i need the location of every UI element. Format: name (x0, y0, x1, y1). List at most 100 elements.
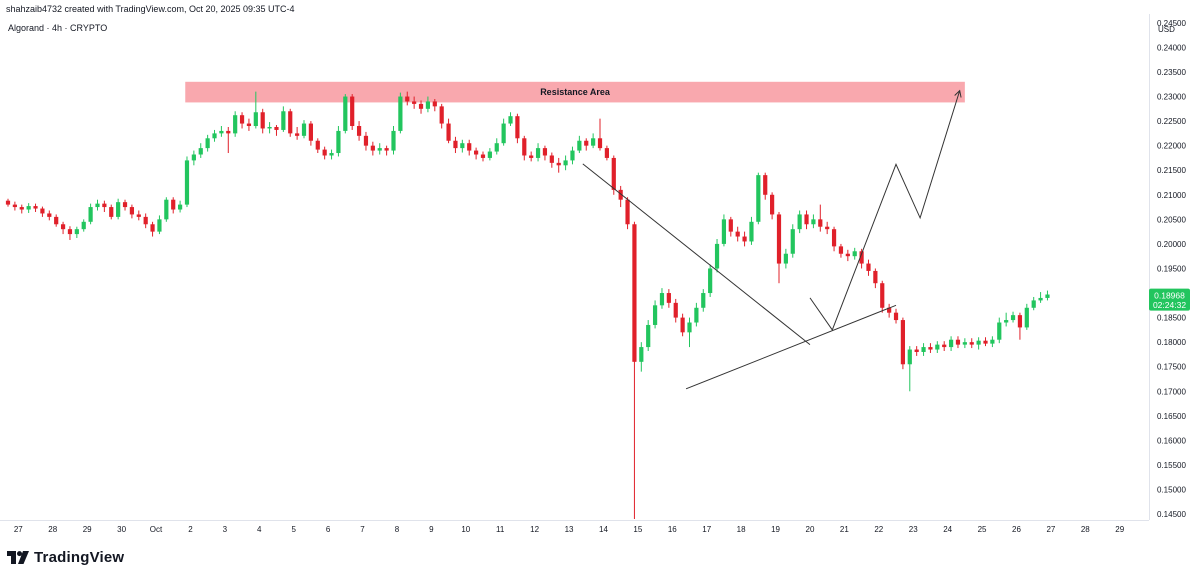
candle-down (873, 268, 878, 289)
bar-countdown-label: 02:24:32 (1153, 300, 1186, 310)
candle-up (652, 300, 658, 329)
descending-resistance-line (582, 163, 811, 346)
currency-label[interactable]: USD (1158, 25, 1175, 34)
candle-down (480, 151, 486, 162)
candle-body (893, 312, 899, 321)
current-price-label: 0.18968 (1154, 291, 1185, 301)
candle-up (708, 264, 713, 297)
candle-down (735, 226, 740, 242)
candle-down (384, 145, 389, 156)
candle-up (267, 122, 272, 134)
drawings (582, 89, 962, 390)
time-tick-label: 8 (395, 525, 400, 534)
price-tick-label: 0.16000 (1157, 436, 1186, 445)
candle-up (1024, 303, 1029, 330)
candle-body (694, 307, 699, 323)
time-tick-label: 9 (429, 525, 434, 534)
candle-up (976, 337, 981, 350)
candle-down (728, 216, 733, 237)
candle-body (831, 229, 837, 247)
candle-body (859, 251, 864, 264)
candle-body (508, 116, 513, 124)
candle-body (900, 320, 906, 365)
tradingview-logo-icon (7, 550, 29, 564)
candle-body (825, 226, 830, 230)
price-tick-label: 0.22500 (1157, 117, 1186, 126)
candle-body (797, 214, 802, 230)
candle-up (1010, 311, 1016, 323)
time-axis: 27 28 29 30 Oct 2 3 4 5 6 7 8 9 10 11 12 13 14 15 16 17 18 19 2… (14, 525, 1125, 534)
candle-up (570, 146, 575, 165)
candle-down (67, 226, 73, 240)
price-tick-label: 0.20500 (1157, 215, 1186, 224)
candle-down (350, 94, 355, 130)
candle-body (742, 236, 747, 242)
candle-body (907, 349, 912, 365)
candle-body (54, 216, 59, 225)
candle-body (597, 138, 603, 149)
candle-body (191, 154, 196, 161)
candle-body (770, 194, 775, 215)
candle-body (673, 302, 678, 318)
candle-down (542, 145, 548, 161)
candle-body (783, 253, 788, 264)
candle-body (852, 251, 857, 257)
price-axis: 0.24500 0.24000 0.23500 0.23000 0.22500 0.220… (1157, 19, 1186, 519)
candle-down (770, 192, 775, 220)
candle-body (618, 189, 623, 200)
time-tick-label: 25 (978, 525, 987, 534)
candle-down (859, 248, 864, 269)
candle-body (838, 246, 844, 254)
candle-body (74, 229, 79, 235)
candle-down (453, 136, 458, 154)
candle-down (1017, 312, 1023, 340)
candle-down (618, 185, 623, 208)
candle-down (866, 259, 871, 276)
candle-up (301, 120, 307, 139)
candle-up (329, 149, 334, 160)
candle-down (54, 214, 59, 227)
candle-body (363, 135, 369, 146)
candle-down (47, 210, 52, 221)
time-tick-label: 7 (360, 525, 365, 534)
candle-up (157, 215, 162, 235)
candle-body (246, 123, 252, 127)
candle-body (1010, 315, 1016, 321)
candle-body (1038, 297, 1043, 301)
brand-name: TradingView (34, 548, 125, 566)
candle-body (322, 149, 327, 156)
candle-up (997, 317, 1002, 344)
candle-body (1004, 320, 1009, 323)
price-tick-label: 0.15000 (1157, 486, 1186, 495)
candle-up (1045, 290, 1050, 301)
price-tick-label: 0.14500 (1157, 510, 1186, 519)
price-tick-label: 0.18000 (1157, 338, 1186, 347)
candle-body (487, 151, 492, 158)
candle-up (646, 320, 651, 352)
candle-down (129, 204, 135, 219)
candle-down (983, 337, 988, 347)
candle-body (116, 202, 121, 217)
candlestick-chart[interactable]: USD Resistance Area 0.24500 0.24000 0.2350… (0, 14, 1199, 544)
time-tick-label: Oct (150, 525, 163, 534)
candle-down (763, 172, 768, 200)
candle-body (384, 148, 389, 151)
candle-down (529, 151, 534, 162)
candle-body (866, 263, 871, 271)
candle-body (88, 207, 93, 222)
candle-body (267, 126, 272, 129)
time-tick-label: 4 (257, 525, 262, 534)
projection-path (809, 90, 961, 331)
candle-body (880, 283, 885, 308)
symbol-legend[interactable]: Algorand · 4h · CRYPTO (8, 23, 108, 33)
price-tick-label: 0.20000 (1157, 240, 1186, 249)
candle-up (88, 203, 93, 225)
candle-down (432, 98, 437, 112)
candle-up (577, 135, 582, 154)
candle-body (515, 116, 520, 139)
candle-up (184, 156, 190, 208)
time-tick-label: 13 (565, 525, 574, 534)
candle-body (1024, 307, 1029, 328)
candle-down (549, 152, 554, 168)
tradingview-brand[interactable]: TradingView (7, 548, 124, 566)
